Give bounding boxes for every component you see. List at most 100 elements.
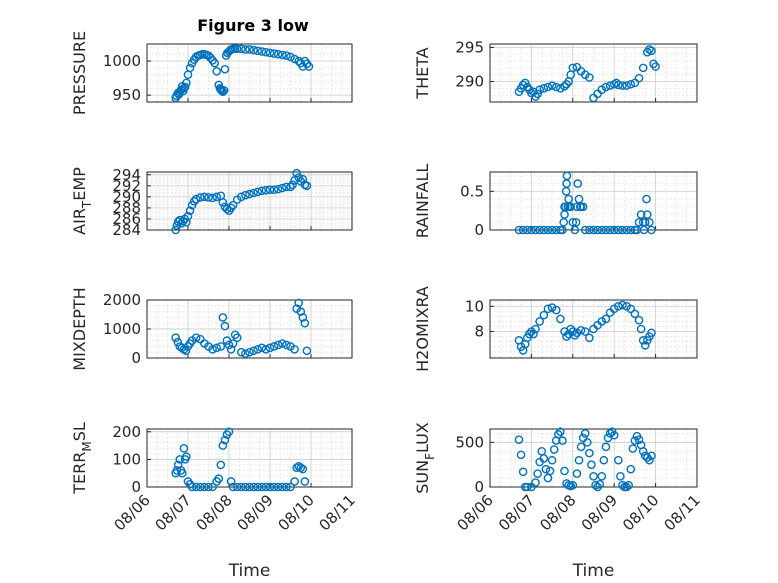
data-point: [589, 225, 598, 235]
data-point: [302, 346, 312, 356]
data-point: [257, 482, 267, 492]
data-point: [580, 327, 590, 336]
data-point: [591, 480, 600, 490]
data-point: [549, 445, 559, 454]
data-point: [638, 336, 648, 345]
data-point: [241, 482, 250, 492]
data-point: [273, 184, 283, 194]
data-point: [236, 347, 246, 357]
data-point: [304, 62, 314, 71]
data-point: [218, 87, 228, 97]
data-point: [626, 79, 636, 89]
data-point: [541, 464, 551, 474]
data-point: [595, 480, 605, 489]
panel-mixdepth: 0 1000 2000 MIXDEPTH: [70, 287, 353, 371]
data-point: [539, 454, 549, 463]
data-point: [634, 73, 644, 83]
data-point: [614, 80, 623, 90]
data-point: [208, 482, 217, 492]
data-point: [605, 225, 615, 235]
x-tick-label: 08/06: [454, 491, 497, 534]
data-point: [253, 187, 263, 197]
data-point: [265, 343, 275, 353]
axes-frame: [146, 43, 353, 103]
data-point: [547, 81, 557, 90]
data-point: [286, 482, 295, 492]
data-point: [585, 73, 594, 82]
data-point: [273, 482, 283, 492]
data-point: [180, 82, 190, 92]
data-point: [589, 471, 598, 481]
data-point: [261, 185, 271, 195]
data-point: [516, 450, 526, 460]
data-point: [236, 192, 246, 202]
data-point: [634, 435, 644, 445]
data-point: [626, 225, 636, 235]
data-point: [520, 78, 530, 88]
data-point: [218, 198, 228, 207]
data-point: [572, 202, 582, 212]
data-point: [601, 225, 611, 235]
data-point: [269, 342, 279, 351]
data-point: [645, 217, 654, 227]
data-point: [181, 346, 191, 356]
data-point: [545, 466, 555, 476]
data-point: [245, 45, 254, 54]
data-point: [568, 217, 578, 227]
data-point: [576, 442, 586, 452]
data-point: [568, 480, 578, 490]
data-point: [173, 337, 183, 347]
data-point: [216, 460, 226, 470]
data-point: [232, 333, 242, 343]
data-point: [208, 193, 217, 203]
y-tick-label: 284: [112, 221, 141, 239]
y-tick-label: 292: [112, 177, 141, 195]
data-point: [220, 321, 230, 331]
data-point: [232, 44, 242, 54]
data-point: [292, 463, 301, 472]
data-point: [200, 482, 209, 492]
data-point: [531, 478, 540, 487]
data-point: [241, 45, 250, 54]
panel-h2omixra: 8 10 H2OMIXRA: [413, 286, 698, 372]
data-point: [189, 196, 199, 206]
axes-frame: [489, 299, 698, 359]
data-point: [183, 211, 193, 221]
y-tick-label: 294: [112, 166, 141, 184]
data-point: [539, 310, 549, 320]
data-point: [292, 168, 301, 178]
y-axis-label: THETA: [413, 47, 432, 99]
data-point: [195, 482, 205, 492]
data-point: [630, 309, 640, 319]
data-point: [286, 182, 295, 192]
data-point: [556, 427, 565, 436]
x-axis-label: Time: [228, 561, 271, 581]
panel-rainfall: 0 0.5 RAINFALL: [413, 164, 698, 239]
data-point: [182, 217, 191, 227]
x-axis-label: Time: [572, 561, 615, 581]
y-tick-label: 0: [131, 349, 141, 367]
data-point: [204, 482, 213, 492]
data-point: [282, 482, 291, 492]
data-point: [576, 325, 586, 335]
data-point: [618, 480, 627, 490]
data-point: [269, 49, 279, 58]
data-point: [533, 89, 542, 99]
data-point: [597, 471, 607, 481]
data-point: [249, 346, 258, 356]
data-point: [249, 45, 258, 55]
data-point: [531, 324, 540, 334]
data-point: [282, 51, 291, 60]
data-point: [609, 430, 619, 440]
data-point: [228, 339, 238, 348]
data-point: [218, 441, 228, 450]
data-point: [616, 471, 625, 481]
data-point: [191, 333, 201, 343]
y-tick-label: 0: [131, 478, 141, 496]
y-tick-label: 1000: [103, 52, 141, 70]
x-tick-label: 08/10: [275, 491, 318, 534]
data-point: [614, 225, 623, 235]
data-point: [618, 300, 627, 310]
data-point: [187, 482, 197, 492]
